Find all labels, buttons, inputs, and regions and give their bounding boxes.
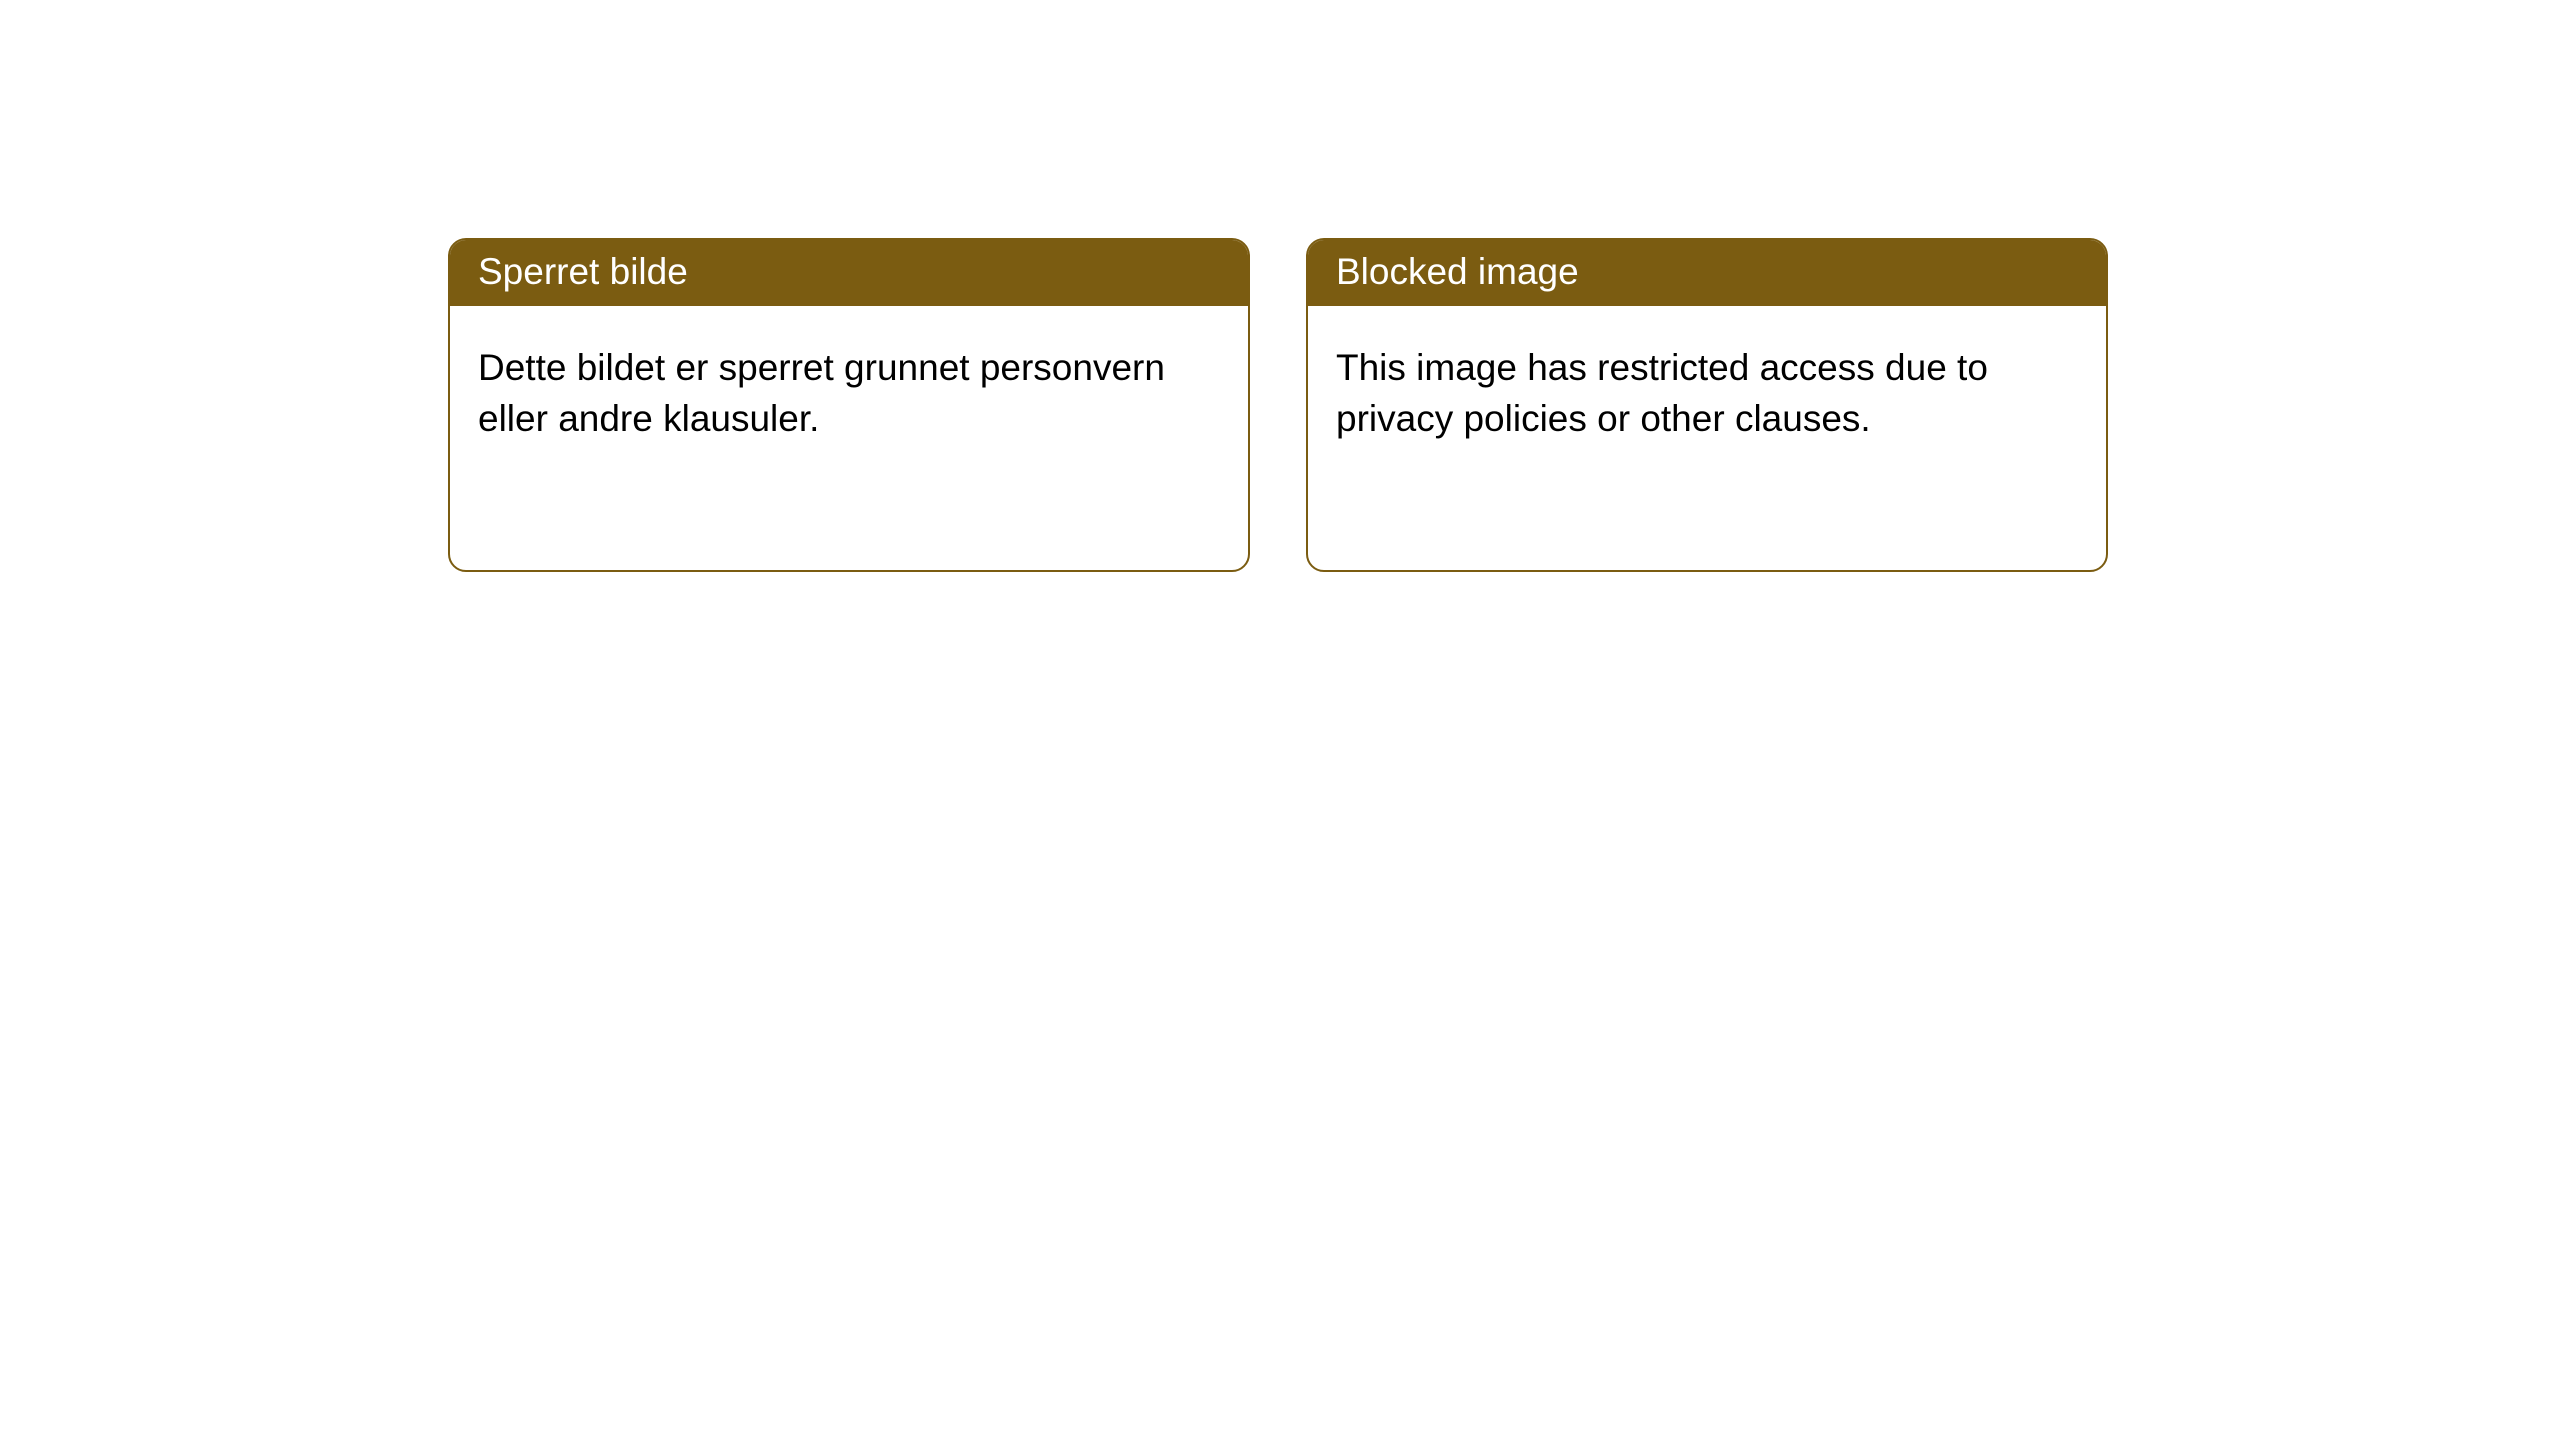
notice-container: Sperret bilde Dette bildet er sperret gr…: [0, 0, 2560, 572]
notice-card-title: Blocked image: [1308, 240, 2106, 306]
notice-card-norwegian: Sperret bilde Dette bildet er sperret gr…: [448, 238, 1250, 572]
notice-card-title: Sperret bilde: [450, 240, 1248, 306]
notice-card-body: This image has restricted access due to …: [1308, 306, 2106, 480]
notice-card-body: Dette bildet er sperret grunnet personve…: [450, 306, 1248, 480]
notice-card-english: Blocked image This image has restricted …: [1306, 238, 2108, 572]
